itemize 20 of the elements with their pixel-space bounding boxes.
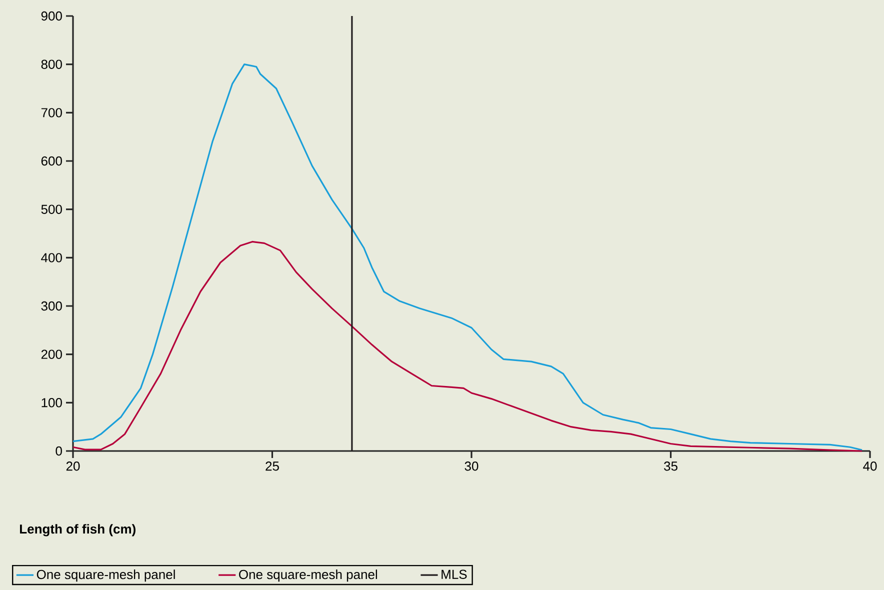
- line-series: [72, 64, 863, 451]
- y-tick-label: 700: [41, 108, 62, 118]
- y-tick-label: 500: [41, 204, 62, 214]
- x-tick-label: 35: [664, 462, 678, 471]
- x-tick-label: 25: [266, 462, 279, 471]
- y-tick-label: 900: [41, 11, 62, 21]
- x-tick-label: 20: [66, 462, 80, 471]
- legend-label: One square-mesh panel: [239, 570, 378, 582]
- x-tick-label: 30: [464, 462, 478, 471]
- legend-label: One square-mesh panel: [36, 570, 175, 582]
- legend-label: MLS: [442, 570, 467, 579]
- y-tick-label: 100: [42, 398, 62, 408]
- y-tick-label: 400: [41, 253, 62, 262]
- y-tick-label: 300: [41, 301, 62, 311]
- y-tick-label: 600: [41, 156, 62, 166]
- y-tick-label: 0: [56, 446, 62, 456]
- x-tick-label: 40: [863, 462, 877, 471]
- y-tick-label: 800: [41, 60, 62, 69]
- x-axis-title: Length of fish (cm): [20, 524, 136, 536]
- y-tick-label: 200: [41, 350, 62, 359]
